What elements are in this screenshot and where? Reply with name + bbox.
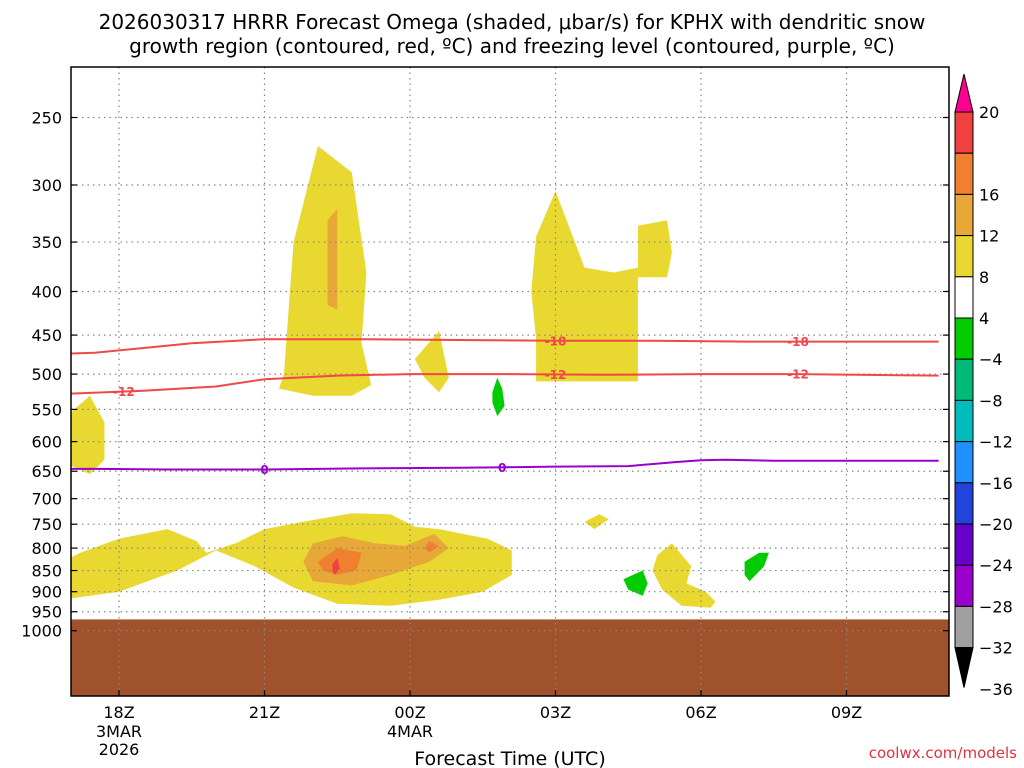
contour-label: -18 — [787, 335, 809, 349]
omega-region-13 — [492, 377, 505, 417]
y-tick-label: 950 — [31, 603, 62, 622]
omega-region-12 — [332, 558, 340, 575]
chart-title-line2: growth region (contoured, red, ºC) and f… — [129, 34, 895, 58]
x-tick-date: 3MAR — [96, 722, 142, 741]
omega-region-7 — [652, 543, 716, 608]
omega-region-8 — [327, 208, 338, 310]
contour-label: 0 — [260, 463, 268, 477]
x-tick-label: 09Z — [831, 703, 862, 722]
colorbar-swatch — [954, 317, 974, 360]
colorbar-label: −12 — [979, 433, 1013, 452]
freezing-level-contour — [71, 458, 939, 471]
x-axis-label: Forecast Time (UTC) — [414, 748, 605, 768]
x-tick-label: 06Z — [685, 703, 716, 722]
colorbar-label: −8 — [979, 391, 1003, 410]
omega-region-1 — [71, 513, 512, 606]
colorbar-label: −4 — [979, 350, 1003, 369]
x-tick-date: 4MAR — [387, 722, 433, 741]
colorbar-label: −20 — [979, 515, 1013, 534]
y-tick-label: 550 — [31, 400, 62, 419]
colorbar-swatch — [954, 441, 974, 484]
grid-lines — [71, 67, 949, 696]
colorbar-label: −16 — [979, 474, 1013, 493]
y-tick-label: 600 — [31, 433, 62, 452]
omega-shading-layer — [71, 146, 769, 608]
y-tick-label: 800 — [31, 539, 62, 558]
colorbar-label: 4 — [979, 309, 989, 328]
colorbar-top-arrow — [954, 73, 974, 113]
y-tick-label: 300 — [31, 176, 62, 195]
chart-title-line1: 2026030317 HRRR Forecast Omega (shaded, … — [99, 10, 926, 34]
plot-frame — [70, 66, 950, 697]
colorbar-swatch — [954, 399, 974, 443]
x-tick-year: 2026 — [99, 740, 140, 759]
contour-layer — [71, 338, 939, 471]
colorbar-label: 16 — [979, 185, 999, 204]
colorbar-bottom-arrow — [954, 647, 974, 688]
y-tick-label: 1000 — [21, 622, 62, 641]
colorbar-label: −24 — [979, 556, 1013, 575]
y-axis: 250 300 350 400 450 500 550 600 650 700 750 800 850 9… — [21, 109, 949, 641]
colorbar-label: 20 — [979, 103, 999, 122]
colorbar-swatch — [954, 605, 974, 649]
surface-terrain — [71, 619, 949, 696]
contour-label: 0 — [498, 461, 506, 475]
credit-text: coolwx.com/models — [869, 744, 1017, 762]
contour-label: -18 — [545, 334, 567, 348]
colorbar-swatch — [954, 564, 974, 607]
colorbar-label: −28 — [979, 597, 1013, 616]
y-tick-label: 700 — [31, 490, 62, 509]
y-tick-label: 250 — [31, 109, 62, 128]
colorbar-swatch — [954, 111, 974, 154]
omega-region-4 — [531, 191, 638, 382]
colorbar-label: 12 — [979, 227, 999, 246]
omega-region-0 — [71, 395, 105, 475]
colorbar-swatch — [954, 358, 974, 401]
omega-region-11 — [424, 541, 440, 553]
y-tick-label: 350 — [31, 233, 62, 252]
omega-region-6 — [584, 514, 609, 530]
y-tick-label: 750 — [31, 515, 62, 534]
omega-region-14 — [623, 570, 648, 596]
colorbar-label: −36 — [979, 680, 1013, 699]
x-tick-label: 03Z — [540, 703, 571, 722]
y-tick-label: 450 — [31, 326, 62, 345]
colorbar-swatch — [954, 276, 974, 319]
x-tick-label: 18Z — [103, 703, 134, 722]
y-tick-label: 900 — [31, 583, 62, 602]
omega-region-10 — [317, 548, 362, 575]
y-tick-label: 400 — [31, 282, 62, 301]
contour-label: -12 — [545, 368, 567, 382]
contour-label: -12 — [787, 368, 809, 382]
y-tick-label: 650 — [31, 462, 62, 481]
colorbar-swatch — [954, 235, 974, 278]
dgz-minus-12-contour — [71, 373, 939, 395]
x-tick-label: 00Z — [394, 703, 425, 722]
colorbar-swatch — [954, 193, 974, 237]
omega-region-2 — [279, 146, 372, 396]
colorbar-swatch — [954, 523, 974, 566]
omega-region-15 — [744, 552, 769, 582]
colorbar-swatch — [954, 152, 974, 195]
y-tick-label: 850 — [31, 562, 62, 581]
omega-region-3 — [414, 331, 449, 393]
colorbar: 20 16 12 8 4 −4 −8 −12 −16 −20 −24 −28 −32 −36 — [954, 73, 1013, 699]
colorbar-label: 8 — [979, 268, 989, 287]
x-tick-label: 21Z — [249, 703, 280, 722]
contour-label: -12 — [113, 385, 135, 399]
colorbar-swatch — [954, 482, 974, 525]
dgz-minus-18-contour — [71, 338, 939, 355]
contour-labels: -18 -18 -12 -12 -12 0 0 — [113, 334, 809, 477]
colorbar-label: −32 — [979, 639, 1013, 658]
omega-region-5 — [637, 220, 672, 278]
y-tick-label: 500 — [31, 365, 62, 384]
